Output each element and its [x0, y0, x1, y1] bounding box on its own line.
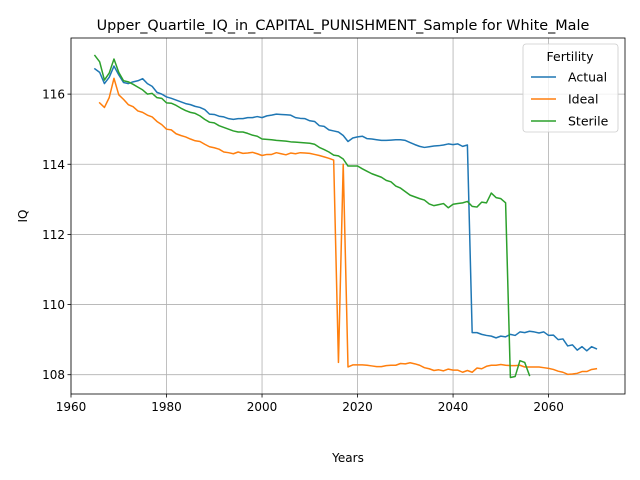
y-tick-label: 112 — [42, 228, 65, 242]
legend: Fertility Actual Ideal Sterile — [522, 43, 619, 133]
legend-label-sterile: Sterile — [568, 114, 609, 129]
x-tick-label: 2040 — [438, 400, 469, 414]
plot-frame — [70, 37, 626, 395]
series-line-actual — [93, 65, 598, 352]
legend-label-actual: Actual — [568, 70, 607, 85]
series-line-ideal — [98, 77, 598, 376]
legend-box — [522, 43, 619, 133]
x-axis-label: Years — [331, 451, 364, 465]
chart-title: Upper_Quartile_IQ_in_CAPITAL_PUNISHMENT_… — [97, 18, 590, 34]
x-tick-label: 2000 — [247, 400, 278, 414]
x-tick-label: 1980 — [151, 400, 182, 414]
legend-label-ideal: Ideal — [568, 92, 598, 107]
x-tick-label: 2060 — [533, 400, 564, 414]
y-tick-label: 114 — [42, 158, 65, 172]
y-tick-label: 110 — [42, 298, 65, 312]
series-line-sterile — [93, 54, 531, 379]
ticks: 1960 1980 2000 2020 2040 2060 108 110 112 114 116 — [42, 88, 564, 414]
series-layer — [93, 54, 598, 379]
y-axis-label: IQ — [16, 210, 30, 223]
y-tick-label: 108 — [42, 368, 65, 382]
x-tick-label: 2020 — [342, 400, 373, 414]
legend-title: Fertility — [547, 49, 595, 64]
y-tick-label: 116 — [42, 88, 65, 102]
x-tick-label: 1960 — [56, 400, 87, 414]
